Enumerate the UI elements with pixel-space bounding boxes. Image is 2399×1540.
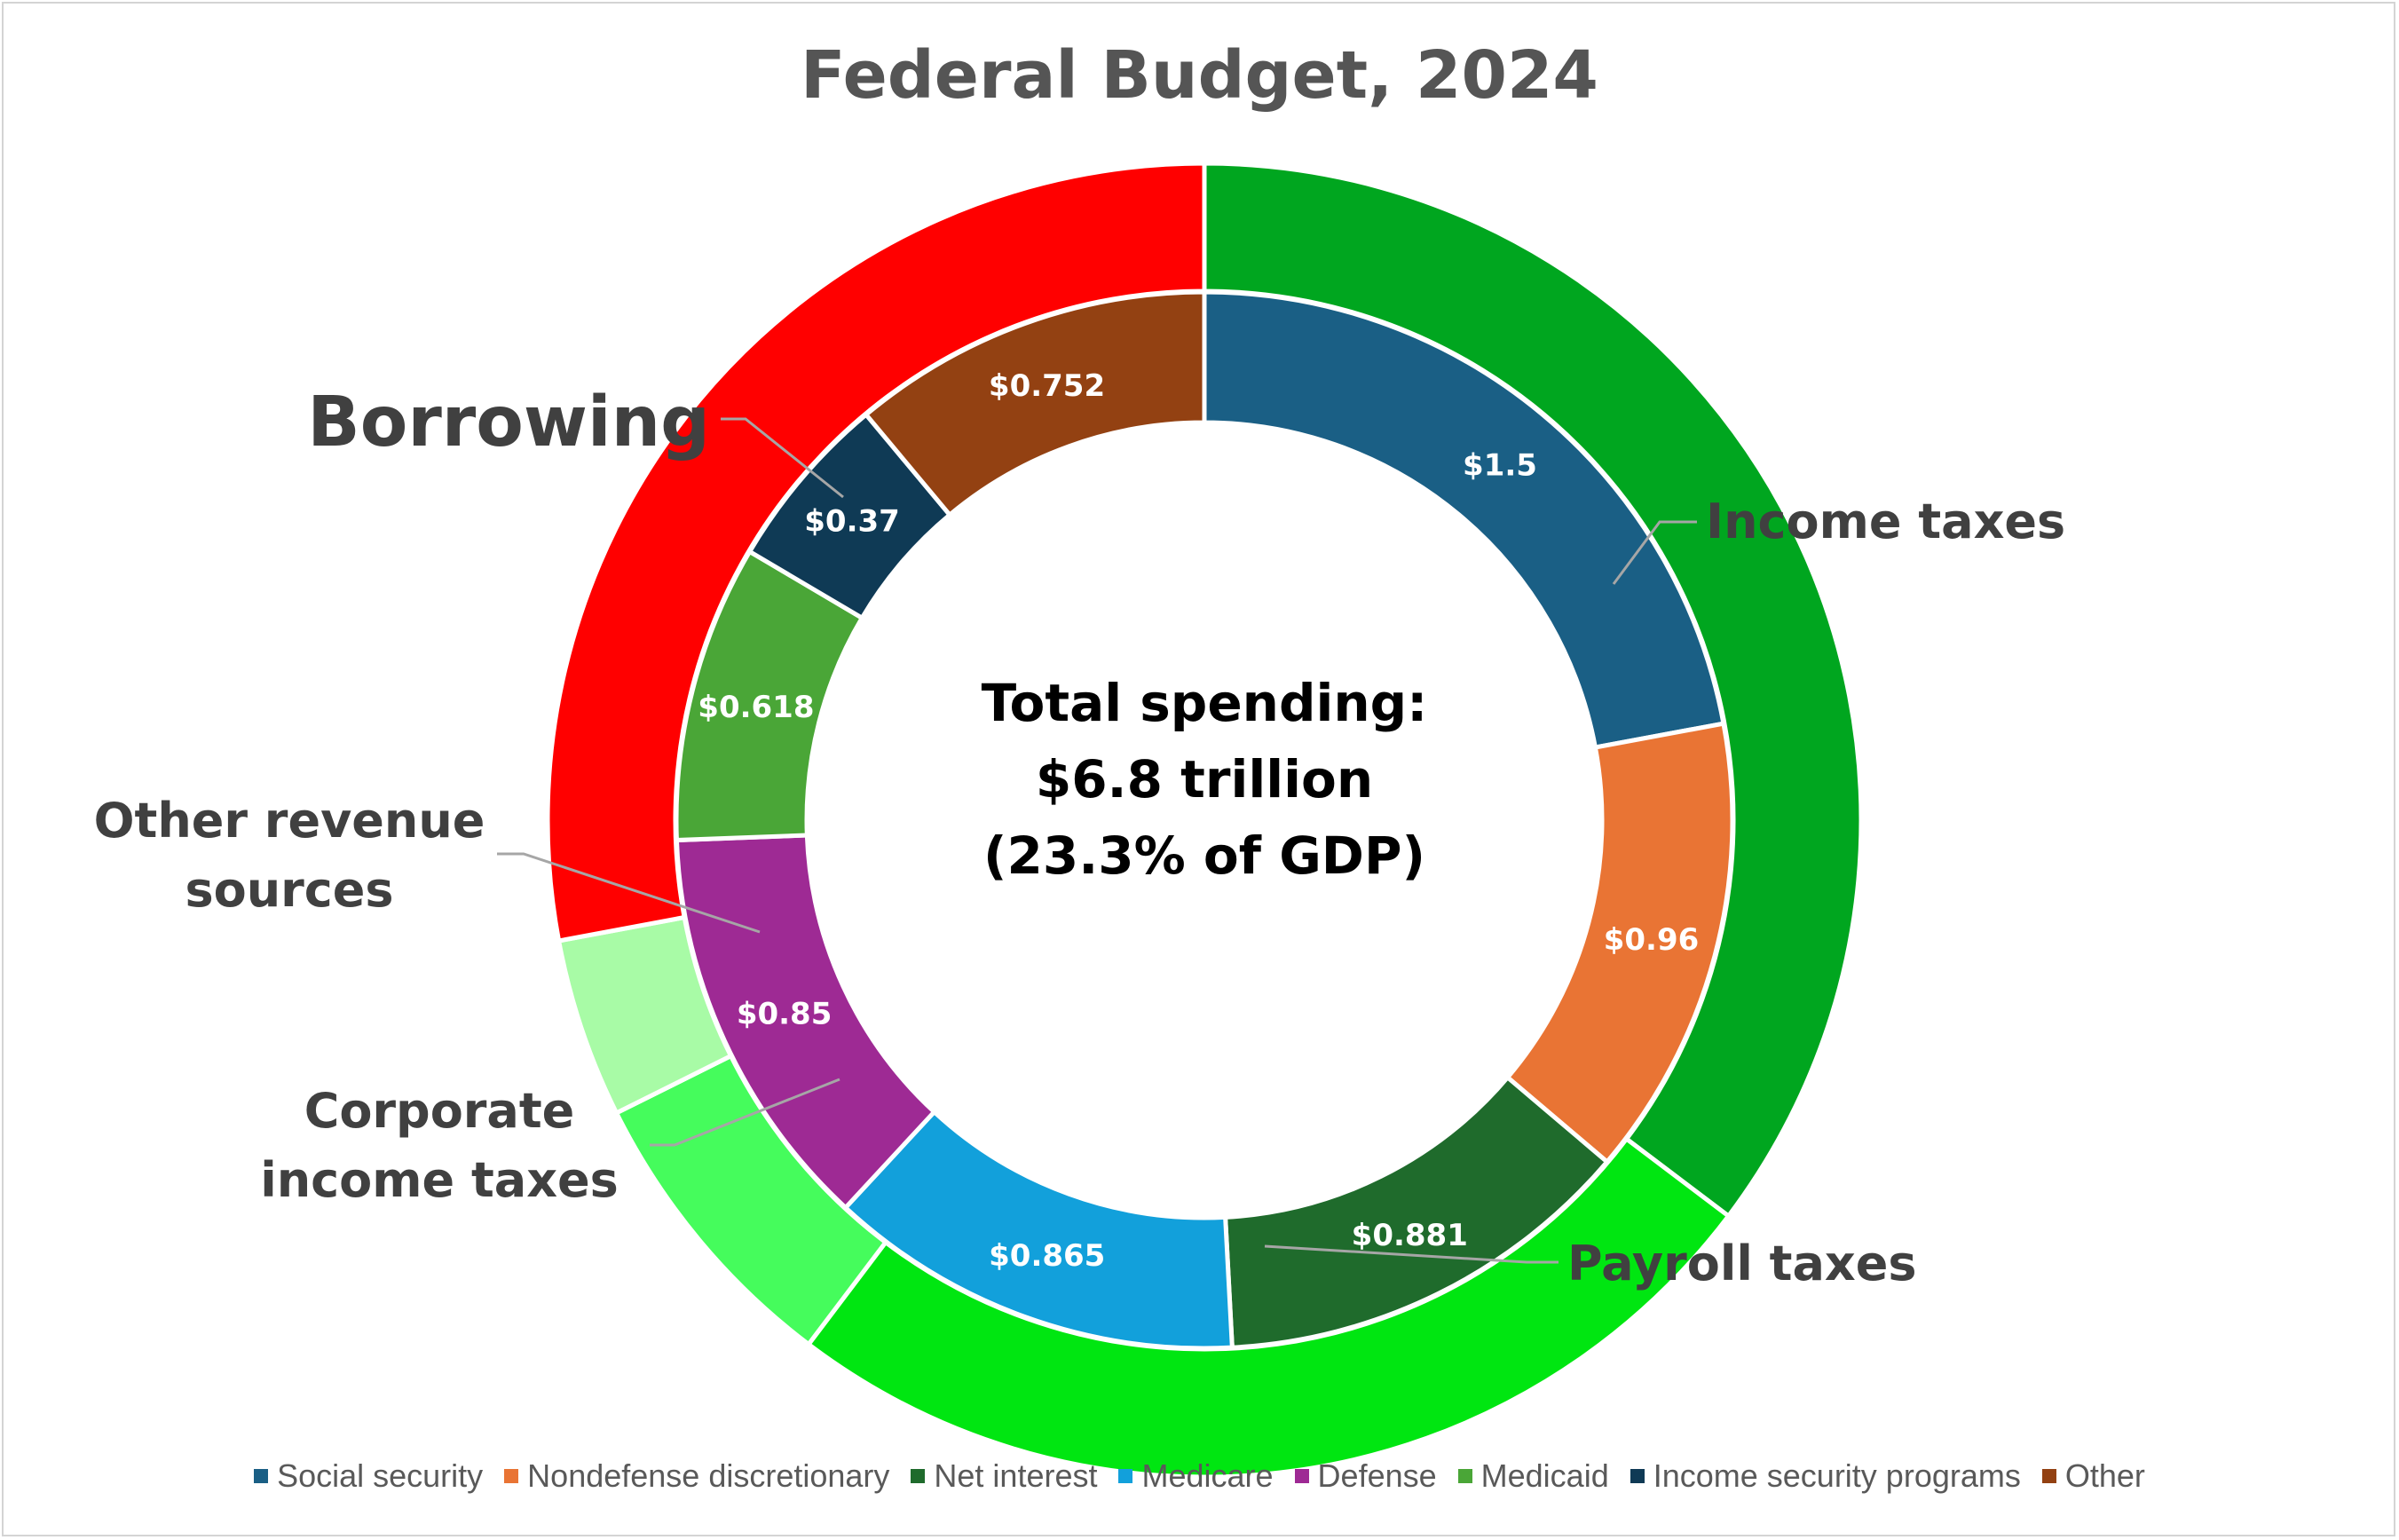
legend-label: Other: [2064, 1457, 2145, 1494]
label-borrowing: Borrowing: [307, 383, 710, 462]
legend-swatch: [1630, 1469, 1645, 1483]
center-label-line1: Total spending:: [982, 673, 1428, 733]
data-label-defense: $0.85: [737, 997, 833, 1032]
label-corporate-line1: Corporate: [304, 1083, 575, 1139]
legend-swatch: [1118, 1469, 1133, 1483]
legend-item-nondefense-discretionary: Nondefense discretionary: [504, 1457, 889, 1495]
label-income-taxes: Income taxes: [1706, 494, 2065, 549]
data-label-medicaid: $0.618: [698, 690, 814, 725]
data-label-social-security: $1.5: [1463, 447, 1537, 483]
leader-borrowing: [721, 417, 844, 499]
legend-item-social-security: Social security: [254, 1457, 483, 1495]
legend-label: Income security programs: [1653, 1457, 2021, 1494]
data-label-income-security-programs: $0.37: [804, 504, 900, 540]
leader-other-revenue: [497, 852, 761, 934]
legend-swatch: [1294, 1469, 1309, 1483]
data-label-net-interest: $0.881: [1352, 1218, 1468, 1253]
inner-slice-social-security: [1202, 289, 1726, 750]
chart-title: Federal Budget, 2024: [801, 37, 1598, 114]
inner-slice-other: [863, 289, 1207, 518]
legend: Social security Nondefense discretionary N…: [0, 1457, 2399, 1495]
leader-lines: [497, 417, 1697, 1264]
legend-label: Nondefense discretionary: [527, 1457, 890, 1494]
inner-ring: $1.5 $0.96 $0.881 $0.865 $0.85 $0.618 $0.37 $0.…: [674, 289, 1735, 1351]
legend-item-medicare: Medicare: [1118, 1457, 1274, 1495]
leader-income-taxes: [1612, 520, 1697, 585]
legend-label: Defense: [1317, 1457, 1437, 1494]
legend-swatch: [2041, 1469, 2056, 1483]
legend-label: Medicaid: [1480, 1457, 1609, 1494]
legend-swatch: [1457, 1469, 1472, 1483]
label-payroll-taxes: Payroll taxes: [1567, 1236, 1917, 1291]
legend-item-defense: Defense: [1294, 1457, 1437, 1495]
data-label-nondefense-discretionary: $0.96: [1604, 922, 1700, 958]
leader-corporate: [650, 1078, 840, 1147]
legend-item-net-interest: Net interest: [911, 1457, 1097, 1495]
legend-item-medicaid: Medicaid: [1457, 1457, 1609, 1495]
label-corporate-line2: income taxes: [260, 1152, 619, 1208]
data-label-medicare: $0.865: [989, 1238, 1105, 1274]
legend-swatch: [254, 1469, 269, 1483]
label-other-revenue-line2: sources: [185, 862, 393, 918]
outer-ring: [545, 161, 1864, 1480]
data-label-other: $0.752: [989, 368, 1105, 404]
center-label-line3: (23.3% of GDP): [983, 825, 1425, 886]
legend-label: Net interest: [934, 1457, 1098, 1494]
legend-swatch: [504, 1469, 519, 1483]
legend-item-other: Other: [2041, 1457, 2145, 1495]
label-other-revenue-line1: Other revenue: [94, 793, 485, 849]
legend-label: Social security: [277, 1457, 484, 1494]
leader-payroll-taxes: [1264, 1244, 1559, 1264]
center-label: Total spending: $6.8 trillion (23.3% of …: [982, 673, 1428, 886]
legend-label: Medicare: [1141, 1457, 1274, 1494]
legend-swatch: [911, 1469, 926, 1483]
legend-item-income-security-programs: Income security programs: [1630, 1457, 2021, 1495]
center-label-line2: $6.8 trillion: [1036, 749, 1373, 809]
